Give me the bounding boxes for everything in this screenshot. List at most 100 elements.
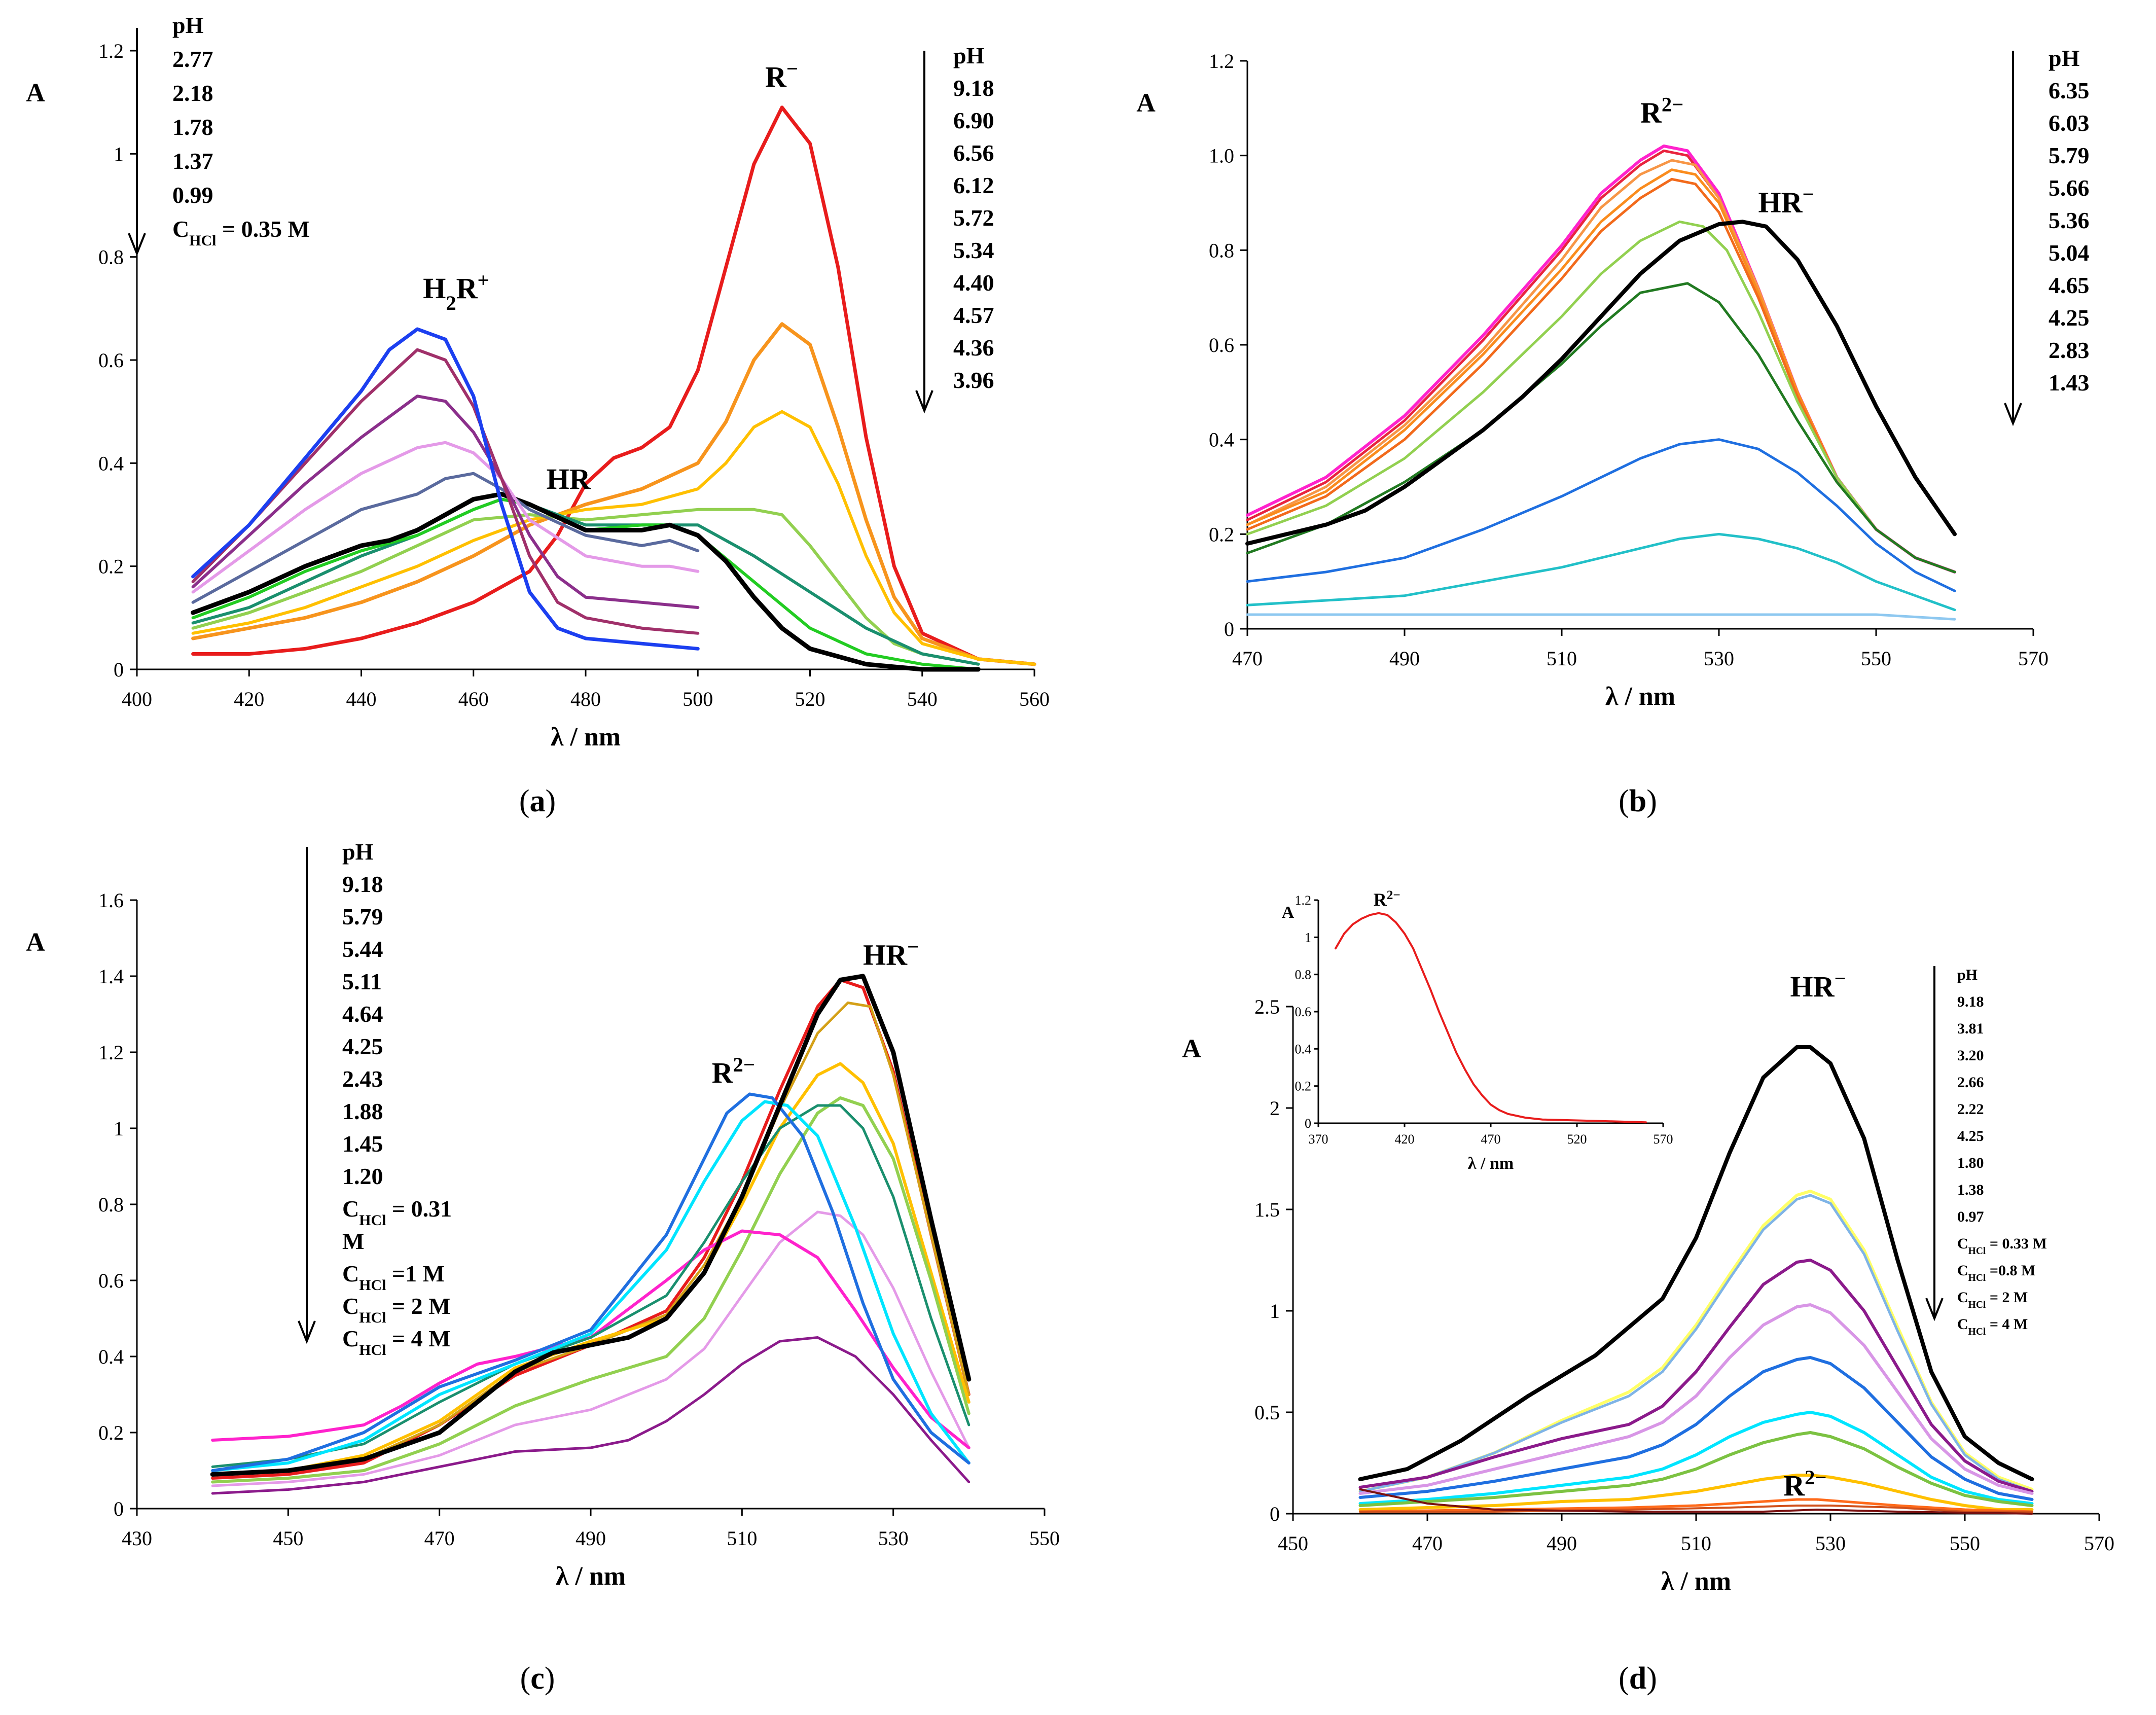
species-sup: 2−	[733, 1053, 755, 1076]
series-ph-1-38	[1358, 1431, 2034, 1507]
series-c-hcl	[1246, 613, 1956, 621]
legend-ph-value: 4.36	[953, 335, 994, 361]
series-ph-9-18	[191, 105, 1036, 666]
x-tick-label: 420	[1395, 1132, 1415, 1147]
x-tick-label: 450	[273, 1527, 303, 1550]
y-tick-label: 1	[114, 142, 124, 165]
species-label: HR−	[1758, 183, 1814, 219]
series-ph-2-22	[1358, 1303, 2034, 1495]
panel-caption: (b)	[1619, 784, 1657, 818]
legend-ph-value: 6.35	[2049, 78, 2090, 103]
series-ph-5-04	[1246, 220, 1956, 574]
legend-ph-value: 1.43	[2049, 370, 2090, 396]
x-tick-label: 520	[1567, 1132, 1587, 1147]
legend-ph-value: 9.18	[1957, 993, 1984, 1010]
legend-ph-value: 5.79	[2049, 142, 2090, 168]
panel-caption-letter: a	[530, 784, 546, 818]
panel-caption: (c)	[520, 1661, 555, 1696]
legend-ph-value: 4.25	[1957, 1128, 1984, 1145]
hcl-symbol: C	[172, 216, 189, 242]
y-tick-label: 0	[1224, 618, 1234, 640]
legend-ph-value: 2.18	[172, 80, 213, 106]
species-label: R2−	[1783, 1466, 1826, 1503]
x-axis-label: λ / nm	[1468, 1154, 1514, 1173]
hcl-symbol: C	[1957, 1235, 1968, 1252]
series-c-hcl-0-33-m	[1359, 1498, 2033, 1513]
panel-a: 400 420 440 460 480 500 520 540 560 0 0.2 0.4 0.6 0.8…	[26, 12, 1050, 818]
hcl-value: =1 M	[386, 1261, 445, 1287]
series-ph-6-35	[1246, 145, 1956, 574]
x-axis-label: λ / nm	[1661, 1567, 1731, 1596]
hcl-symbol: C	[1957, 1289, 1968, 1306]
legend-ph-value: 4.25	[2049, 305, 2090, 331]
series-ph-2-77	[191, 472, 700, 604]
legend-ph-value: 5.66	[2049, 175, 2090, 201]
panel-caption-letter: c	[530, 1661, 545, 1696]
series-ph-1-80	[1358, 1411, 2034, 1505]
y-tick-label: 0.6	[1295, 1005, 1312, 1019]
series-ph-5-79	[211, 1002, 971, 1476]
species-sub: 2	[446, 292, 456, 314]
legend-ph-value: 1.78	[172, 114, 213, 140]
y-tick-label: 1.2	[1295, 893, 1312, 908]
hcl-value: =0.8 M	[1986, 1262, 2035, 1279]
species-main: R	[1640, 96, 1662, 129]
legend-ph-value: 4.64	[342, 1001, 383, 1027]
series-ph-0-97	[1358, 1474, 2034, 1511]
species-label: R2−	[1640, 93, 1683, 129]
legend-ph-value: 5.44	[342, 936, 383, 962]
legend-ph-value: 0.97	[1957, 1208, 1984, 1225]
legend-hcl-concentration: CHCl = 0.31	[342, 1196, 452, 1229]
series-r2	[1335, 912, 1647, 1124]
legend-hcl-concentration: CHCl =0.8 M	[1957, 1262, 2035, 1283]
legend-ph-value: 1.20	[342, 1163, 383, 1189]
hcl-symbol: C	[342, 1261, 359, 1287]
series-ph-0-99	[191, 327, 700, 651]
x-tick-label: 470	[424, 1527, 455, 1550]
legend-ph-value: 1.80	[1957, 1155, 1984, 1171]
x-tick-label: 470	[1232, 647, 1263, 670]
series-ph-5-11	[211, 1096, 971, 1484]
y-tick-label: 1.2	[1209, 50, 1234, 73]
y-axis-label: A	[1182, 1034, 1201, 1063]
hcl-value: = 0.33 M	[1986, 1235, 2046, 1252]
series-ph-1-78	[191, 395, 700, 609]
x-tick-label: 370	[1309, 1132, 1328, 1147]
x-tick-label: 510	[1547, 647, 1577, 670]
trend-arrow-head	[915, 390, 933, 414]
species-label: R2−	[712, 1053, 755, 1090]
legend-header: pH	[2049, 45, 2080, 71]
y-tick-label: 0.2	[98, 1421, 124, 1444]
hcl-symbol: C	[1957, 1316, 1968, 1333]
panel-b: 470 490 510 530 550 570 0 0.2 0.4 0.6 0.8 1.0 1.2 λ /…	[1136, 45, 2089, 818]
x-tick-label: 520	[795, 688, 825, 710]
series-ph-3-96	[191, 491, 981, 672]
y-tick-label: 1.4	[98, 965, 124, 988]
legend-ph-value: 1.88	[342, 1098, 383, 1124]
legend-ph-value: 2.66	[1957, 1074, 1984, 1091]
species-sup: −	[907, 935, 919, 958]
species-main: R	[765, 60, 787, 93]
species-main: R	[712, 1056, 734, 1089]
series-ph-9-18	[1358, 1045, 2034, 1481]
x-tick-label: 570	[1654, 1132, 1673, 1147]
hcl-value: = 2 M	[386, 1293, 450, 1319]
y-tick-label: 1.2	[98, 1041, 124, 1064]
x-tick-label: 550	[1861, 647, 1891, 670]
legend-ph-value: 6.03	[2049, 110, 2090, 136]
hcl-symbol: M	[342, 1228, 364, 1254]
legend-ph-value: 5.79	[342, 904, 383, 930]
legend-ph-value: 4.57	[953, 302, 994, 328]
y-tick-label: 2	[1270, 1097, 1280, 1120]
species-main: HR	[547, 462, 591, 495]
x-tick-label: 470	[1412, 1532, 1443, 1555]
y-tick-label: 0.4	[1295, 1042, 1312, 1056]
legend-ph-value: 6.90	[953, 108, 994, 133]
y-tick-label: 0.6	[98, 1269, 124, 1292]
legend-ph-value: 3.20	[1957, 1047, 1984, 1064]
legend-ph-value: 6.56	[953, 140, 994, 166]
species-sup: −	[786, 57, 798, 80]
y-tick-label: 0	[114, 658, 124, 681]
series-ph-2-83	[1246, 438, 1956, 592]
legend-ph-value: 1.38	[1957, 1182, 1984, 1198]
